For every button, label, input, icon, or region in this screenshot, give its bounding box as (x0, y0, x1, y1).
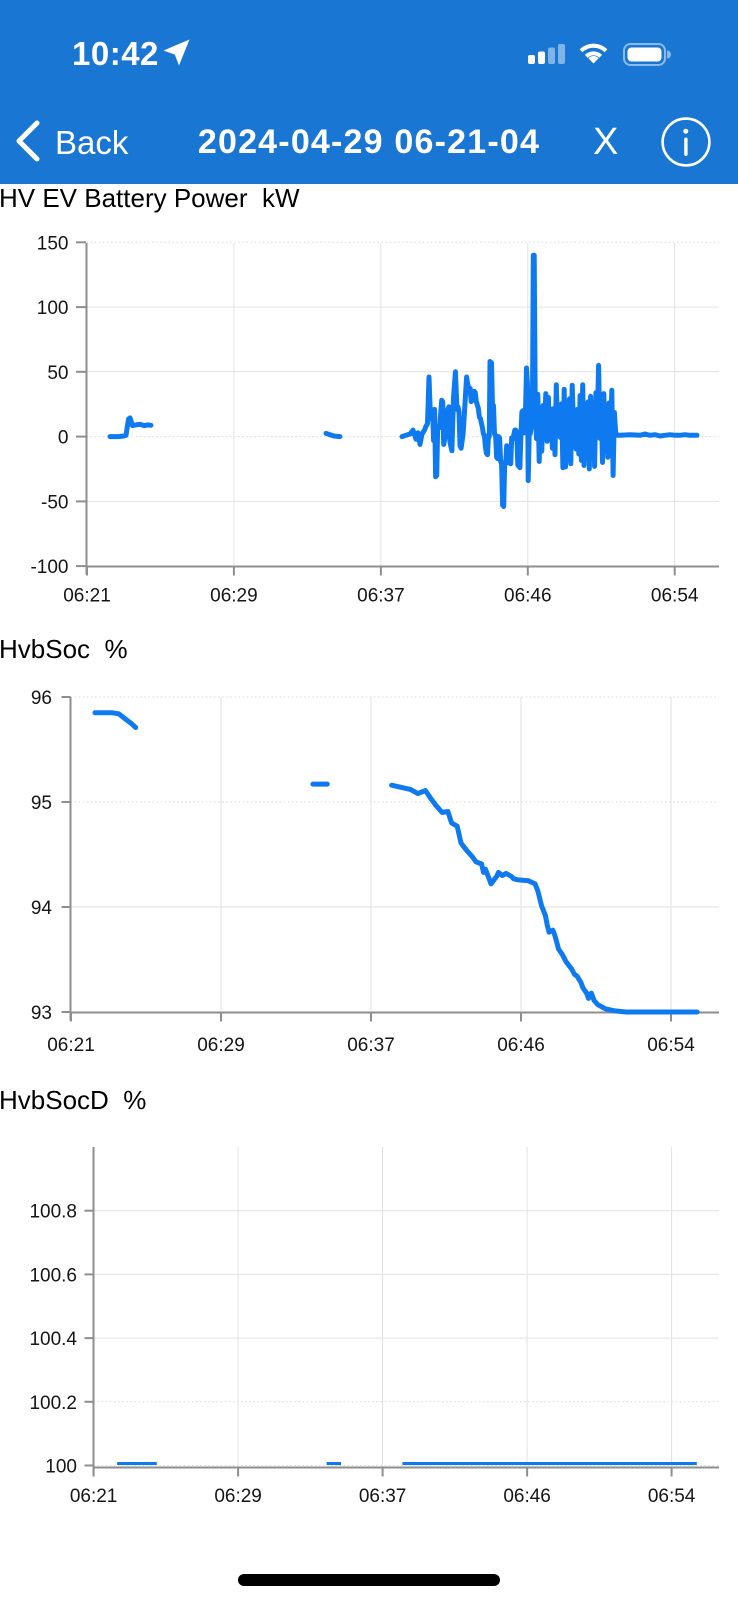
svg-text:-50: -50 (41, 492, 68, 513)
svg-text:06:54: 06:54 (651, 586, 699, 607)
svg-text:96: 96 (31, 688, 52, 709)
svg-text:HvbSocD %: HvbSocD % (0, 1085, 146, 1115)
svg-text:06:46: 06:46 (503, 1486, 551, 1507)
svg-text:06:21: 06:21 (70, 1486, 118, 1507)
svg-text:100.8: 100.8 (29, 1202, 77, 1223)
svg-text:06:46: 06:46 (497, 1035, 545, 1056)
svg-text:50: 50 (47, 363, 68, 384)
svg-text:06:46: 06:46 (504, 586, 552, 607)
svg-text:100: 100 (45, 1457, 77, 1478)
svg-text:-100: -100 (30, 557, 68, 578)
svg-text:HV EV Battery Power kW: HV EV Battery Power kW (0, 185, 300, 213)
svg-text:06:29: 06:29 (210, 586, 258, 607)
svg-text:06:37: 06:37 (357, 586, 405, 607)
svg-text:06:29: 06:29 (197, 1035, 245, 1056)
svg-text:94: 94 (31, 898, 53, 919)
svg-text:100.6: 100.6 (29, 1265, 77, 1286)
svg-text:HvbSoc %: HvbSoc % (0, 634, 128, 664)
svg-text:06:29: 06:29 (214, 1486, 262, 1507)
svg-text:06:37: 06:37 (347, 1035, 395, 1056)
svg-text:100.2: 100.2 (29, 1393, 77, 1414)
svg-text:95: 95 (31, 793, 52, 814)
svg-text:06:21: 06:21 (47, 1035, 95, 1056)
svg-text:150: 150 (37, 233, 69, 254)
svg-text:06:37: 06:37 (359, 1486, 407, 1507)
svg-text:06:21: 06:21 (63, 586, 111, 607)
svg-text:0: 0 (58, 428, 69, 449)
svg-text:06:54: 06:54 (647, 1035, 695, 1056)
svg-text:93: 93 (31, 1003, 52, 1024)
svg-text:100: 100 (37, 298, 69, 319)
svg-text:100.4: 100.4 (29, 1329, 77, 1350)
svg-text:06:54: 06:54 (648, 1486, 696, 1507)
